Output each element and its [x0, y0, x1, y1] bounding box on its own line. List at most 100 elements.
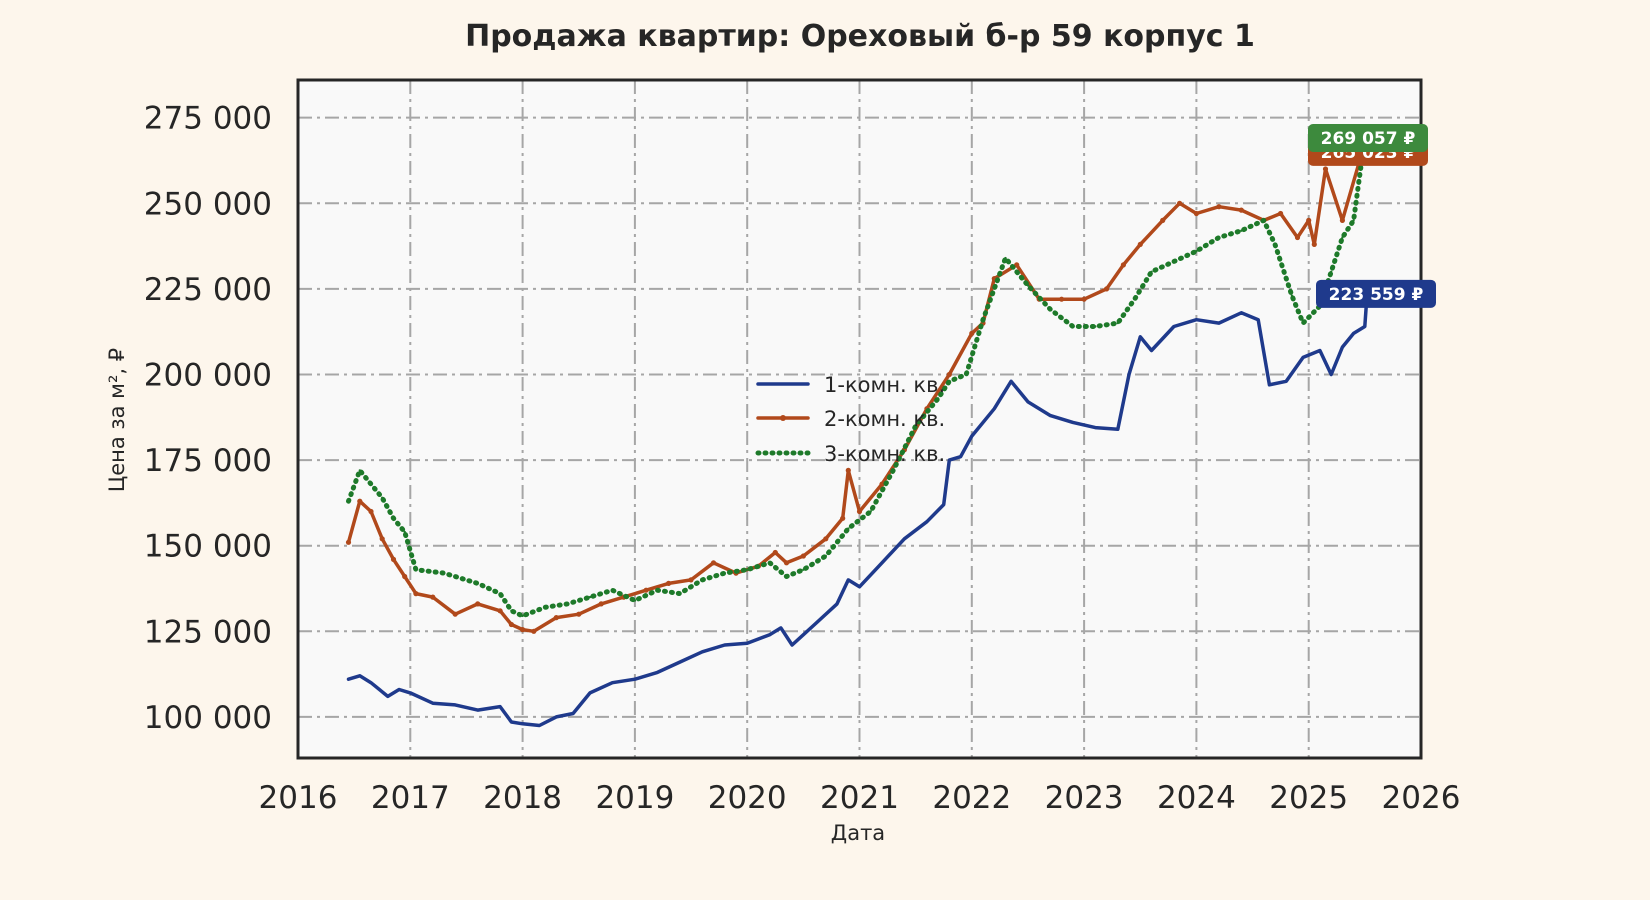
data-point-1-room	[1330, 373, 1333, 376]
x-tick-label: 2020	[708, 780, 787, 816]
data-point-3-room	[824, 554, 827, 558]
x-tick-label: 2018	[483, 780, 562, 816]
x-tick-label: 2025	[1269, 780, 1348, 816]
data-point-2-room	[1081, 296, 1087, 302]
data-point-1-room	[847, 578, 850, 582]
x-tick-label: 2024	[1157, 780, 1236, 816]
data-point-3-room	[936, 397, 940, 400]
data-point-3-room	[1273, 243, 1277, 246]
data-point-2-room	[508, 621, 514, 628]
legend-marker-2-room	[780, 415, 786, 421]
data-point-2-room	[1193, 210, 1199, 217]
data-point-2-room	[946, 371, 952, 378]
data-point-1-room	[633, 678, 637, 681]
x-tick-label: 2021	[820, 780, 899, 816]
data-point-2-room	[368, 508, 374, 515]
data-point-1-room	[835, 602, 839, 606]
data-point-1-room	[1217, 321, 1221, 325]
y-tick-label: 150 000	[144, 529, 272, 565]
plot-frame	[296, 78, 1423, 760]
data-point-2-room	[1238, 207, 1244, 213]
legend-label-1-room: 1-комн. кв.	[824, 373, 945, 397]
data-point-1-room	[1139, 335, 1142, 338]
data-point-3-room	[369, 482, 373, 486]
y-tick-label: 100 000	[144, 700, 272, 736]
data-point-3-room	[566, 602, 569, 606]
data-point-2-room	[390, 556, 397, 563]
data-point-1-room	[948, 458, 951, 462]
data-point-2-room	[823, 536, 829, 542]
data-point-2-room	[413, 591, 419, 597]
data-point-1-room	[656, 671, 659, 674]
data-point-2-room	[1339, 217, 1345, 223]
data-point-3-room	[1004, 256, 1007, 260]
data-point-1-room	[1026, 400, 1030, 404]
data-point-2-room	[553, 615, 559, 621]
y-tick-label: 175 000	[144, 443, 272, 479]
data-point-2-room	[531, 628, 537, 634]
end-badge-text-3-комн-кв-: 269 057 ₽	[1321, 129, 1416, 149]
data-point-3-room	[1330, 270, 1333, 273]
data-point-3-room	[1301, 321, 1305, 325]
x-tick-label: 2017	[371, 780, 450, 816]
data-point-2-room	[402, 573, 408, 580]
data-point-2-room	[783, 560, 790, 566]
data-point-1-room	[925, 520, 929, 523]
x-tick-label: 2022	[932, 780, 1011, 816]
data-point-2-room	[856, 508, 863, 515]
data-point-1-room	[409, 691, 412, 695]
data-point-3-room	[948, 380, 951, 383]
data-point-3-room	[768, 561, 771, 564]
x-axis-ticks: 2016 2017 2018 2019 2020 2021 2022 2023 2024 2025…	[259, 780, 1461, 816]
data-point-2-room	[576, 611, 582, 617]
data-point-1-room	[1363, 325, 1367, 328]
data-point-1-room	[1071, 421, 1075, 424]
data-point-3-room	[802, 568, 805, 571]
data-point-1-room	[1285, 380, 1288, 383]
data-point-1-room	[538, 724, 541, 727]
data-point-3-room	[392, 517, 395, 520]
data-point-3-room	[381, 496, 384, 499]
end-badge-text-1-комн-кв-: 223 559 ₽	[1329, 285, 1424, 305]
data-point-2-room	[452, 611, 458, 617]
data-point-3-room	[1240, 229, 1243, 232]
data-point-1-room	[431, 702, 434, 705]
data-point-1-room	[858, 585, 861, 588]
data-point-1-room	[1094, 426, 1097, 429]
data-point-3-room	[1094, 325, 1097, 328]
data-point-2-room	[845, 467, 851, 473]
data-point-3-room	[611, 589, 614, 592]
data-point-3-room	[1195, 250, 1198, 253]
data-point-1-room	[454, 703, 457, 707]
data-point-2-room	[1120, 262, 1126, 268]
data-point-3-room	[785, 575, 788, 578]
data-point-1-room	[779, 626, 783, 630]
legend-label-2-room: 2-комн. кв.	[824, 407, 945, 431]
data-point-2-room	[666, 580, 672, 587]
data-point-1-room	[1268, 383, 1271, 386]
series-lines	[345, 135, 1369, 728]
data-point-3-room	[847, 527, 850, 530]
end-value-badges: 265 023 ₽269 057 ₽223 559 ₽	[1308, 124, 1436, 308]
data-point-1-room	[701, 650, 704, 653]
data-point-1-room	[358, 674, 361, 677]
x-tick-label: 2016	[259, 780, 338, 816]
data-point-2-room	[430, 594, 436, 600]
data-point-1-room	[476, 708, 479, 712]
data-point-2-room	[1306, 217, 1312, 223]
data-point-3-room	[914, 424, 917, 427]
data-point-2-room	[1322, 166, 1329, 172]
legend: 1-комн. кв. 2-комн. кв. 3-комн. кв.	[755, 373, 945, 466]
data-point-1-room	[1150, 349, 1153, 352]
data-point-1-room	[588, 691, 592, 695]
data-point-3-room	[1172, 260, 1176, 263]
data-point-1-room	[1172, 325, 1176, 328]
data-point-3-room	[442, 571, 446, 575]
data-point-1-room	[813, 623, 816, 626]
data-point-3-room	[723, 571, 726, 575]
data-point-3-room	[347, 500, 350, 503]
data-point-1-room	[723, 643, 726, 647]
data-point-2-room	[1104, 286, 1110, 292]
data-point-2-room	[1160, 217, 1166, 223]
data-point-3-room	[869, 510, 872, 513]
